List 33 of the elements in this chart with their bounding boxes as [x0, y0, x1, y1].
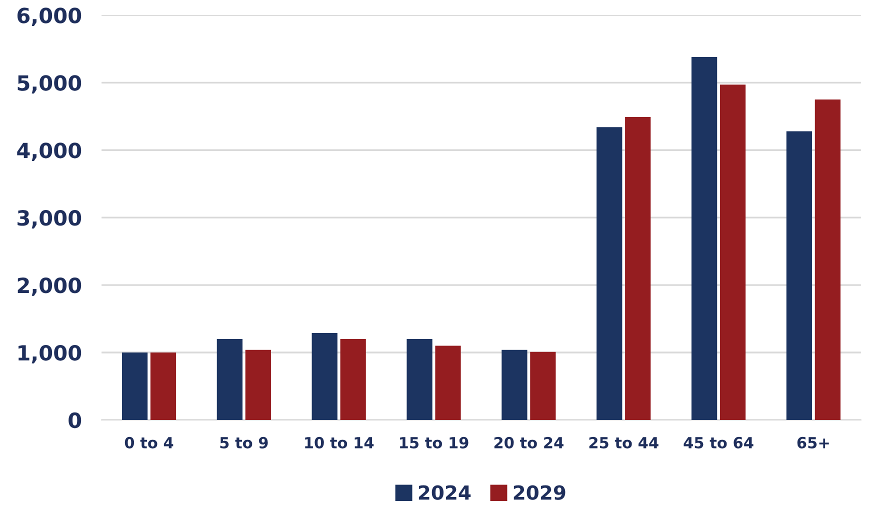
bar: [786, 131, 812, 420]
legend-label: 2024: [418, 485, 471, 500]
bar: [435, 346, 461, 420]
bar: [502, 350, 528, 420]
bar: [245, 350, 271, 420]
bar: [216, 339, 243, 420]
bar: [122, 352, 148, 420]
bar: [530, 352, 556, 420]
x-tick-label: 15 to 19: [400, 436, 468, 448]
bar: [150, 352, 176, 420]
y-tick-label: 2,000: [18, 278, 82, 296]
x-tick-label: 25 to 44: [589, 436, 658, 448]
bar: [691, 57, 718, 420]
x-tick-label: 10 to 14: [305, 436, 374, 448]
bar: [596, 127, 622, 420]
x-tick-label: 45 to 64: [684, 436, 754, 448]
bar: [406, 339, 432, 420]
y-tick-label: 1,000: [18, 344, 82, 364]
x-tick-label: 0 to 4: [124, 436, 174, 448]
y-tick-label: 3,000: [18, 210, 82, 228]
bar: [312, 332, 338, 420]
bar: [625, 117, 651, 420]
bar: [720, 84, 746, 420]
legend-label: 2029: [514, 485, 566, 500]
bar: [340, 339, 366, 420]
x-tick-label: 65+: [797, 436, 829, 448]
y-tick-label: 0: [68, 412, 82, 428]
y-tick-label: 6,000: [18, 8, 82, 26]
x-tick-label: 5 to 9: [220, 436, 268, 448]
bar: [814, 100, 841, 420]
y-tick-label: 5,000: [18, 75, 82, 94]
x-tick-label: 20 to 24: [494, 436, 564, 448]
y-tick-label: 4,000: [17, 142, 82, 161]
